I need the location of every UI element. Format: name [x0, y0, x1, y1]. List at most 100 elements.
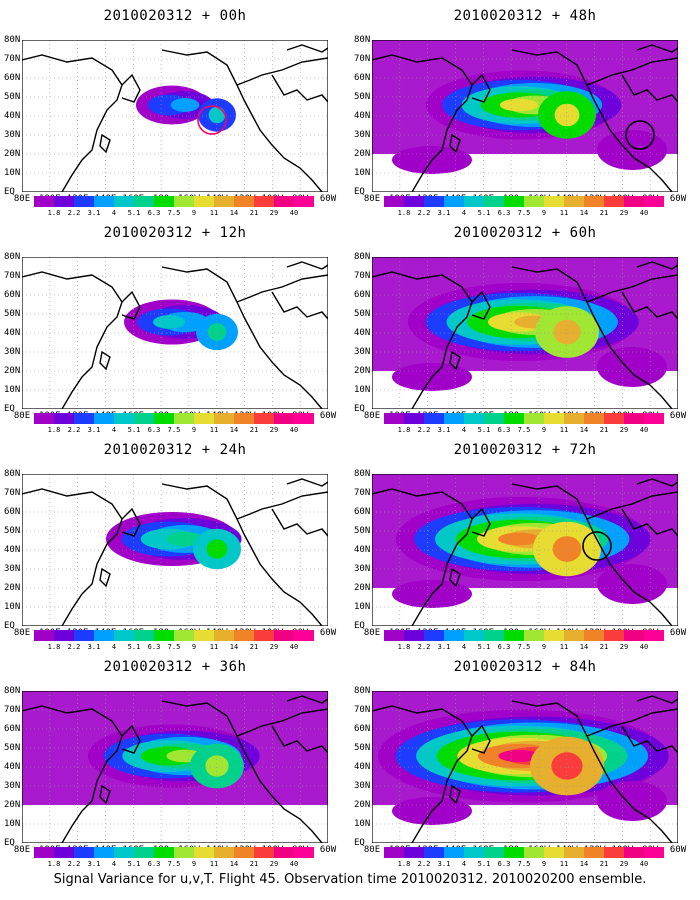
- colorbar-swatch: [154, 847, 174, 858]
- colorbar-label: 9: [541, 426, 547, 434]
- colorbar-label: 2.2: [417, 643, 431, 651]
- lon-label: 60W: [669, 845, 687, 855]
- lon-label: 60W: [319, 628, 337, 638]
- colorbar-swatch: [194, 630, 214, 641]
- lon-label: 80E: [363, 845, 381, 855]
- lon-label: 60W: [319, 194, 337, 204]
- colorbar-swatch: [214, 630, 234, 641]
- colorbar-label: 21: [599, 643, 609, 651]
- colorbar-label: 5.1: [127, 643, 141, 651]
- colorbar-swatch: [74, 413, 94, 424]
- colorbar-label: 5.1: [477, 426, 491, 434]
- colorbar-swatch: [584, 847, 604, 858]
- colorbar-label: 40: [289, 643, 299, 651]
- colorbar-swatch: [404, 413, 424, 424]
- colorbar-swatch: [524, 630, 544, 641]
- lon-label: 80E: [363, 628, 381, 638]
- lat-label: 10N: [354, 819, 371, 829]
- lat-label: 10N: [4, 819, 21, 829]
- lat-label: 60N: [4, 507, 21, 517]
- lat-label: 80N: [354, 35, 371, 45]
- colorbar-label: 29: [269, 643, 279, 651]
- colorbar-label: 7.5: [167, 209, 181, 217]
- colorbar-swatch: [114, 847, 134, 858]
- colorbar-label: 7.5: [517, 643, 531, 651]
- panel-title: 2010020312 + 84h: [453, 659, 597, 675]
- colorbar-label: 4: [461, 209, 467, 217]
- variance-map: 80N70N60N50N40N30N20N10NEQ80E100E120E140…: [354, 35, 686, 204]
- panel-title: 2010020312 + 12h: [103, 225, 247, 241]
- lat-label: EQ: [354, 404, 365, 414]
- colorbar-swatch: [254, 847, 274, 858]
- lat-label: 60N: [354, 290, 371, 300]
- lat-label: 30N: [354, 130, 371, 140]
- lat-label: 50N: [4, 743, 21, 753]
- colorbar-swatch: [384, 630, 404, 641]
- colorbar-labels: 1.8 2.2 3.1 4 5.1 6.3 7.5 9 11 14 21 29 40: [384, 426, 664, 436]
- lat-label: 30N: [354, 347, 371, 357]
- colorbar-swatch: [134, 847, 154, 858]
- colorbar-label: 2.2: [417, 209, 431, 217]
- colorbar-swatch: [154, 196, 174, 207]
- lat-label: 80N: [4, 252, 21, 262]
- colorbar-label: 9: [541, 643, 547, 651]
- colorbar-label: 9: [191, 209, 197, 217]
- lat-label: 70N: [4, 488, 21, 498]
- colorbar: [384, 413, 664, 424]
- colorbar-swatch: [484, 847, 504, 858]
- colorbar-swatch: [274, 196, 294, 207]
- colorbar-swatch: [234, 630, 254, 641]
- lat-label: 80N: [4, 35, 21, 45]
- colorbar-label: 40: [289, 426, 299, 434]
- colorbar-swatch: [154, 413, 174, 424]
- colorbar-label: 3.1: [437, 209, 451, 217]
- panel-title: 2010020312 + 72h: [453, 442, 597, 458]
- map-panel: 2010020312 + 00h 80N 70N 60N 50N 40N 30N 20N 10…: [0, 0, 350, 225]
- colorbar-label: 3.1: [437, 426, 451, 434]
- colorbar-label: 29: [619, 209, 629, 217]
- variance-map: 80N70N60N50N40N30N20N10NEQ80E100E120E140…: [4, 686, 336, 855]
- lat-label: 80N: [354, 686, 371, 696]
- colorbar-swatch: [644, 847, 664, 858]
- colorbar-label: 14: [579, 643, 589, 651]
- colorbar-swatch: [644, 196, 664, 207]
- colorbar-label: 2.2: [417, 860, 431, 868]
- lat-label: 50N: [354, 526, 371, 536]
- colorbar-swatch: [254, 196, 274, 207]
- colorbar-label: 4: [111, 643, 117, 651]
- colorbar-swatch: [34, 847, 54, 858]
- colorbar-swatch: [604, 196, 624, 207]
- lat-label: 70N: [354, 705, 371, 715]
- colorbar-label: 40: [289, 209, 299, 217]
- lat-label: 80N: [4, 686, 21, 696]
- colorbar-label: 6.3: [497, 426, 511, 434]
- colorbar-label: 40: [639, 860, 649, 868]
- colorbar-swatch: [94, 847, 114, 858]
- colorbar-label: 5.1: [477, 860, 491, 868]
- colorbar-swatch: [214, 196, 234, 207]
- colorbar-label: 14: [579, 209, 589, 217]
- colorbar-label: 4: [111, 426, 117, 434]
- lat-label: EQ: [354, 838, 365, 848]
- colorbar-label: 1.8: [397, 209, 411, 217]
- lat-label: EQ: [4, 404, 15, 414]
- lat-label: 40N: [4, 545, 21, 555]
- colorbar-label: 9: [541, 209, 547, 217]
- colorbar-swatch: [234, 413, 254, 424]
- colorbar-label: 21: [599, 209, 609, 217]
- lat-label: 50N: [354, 743, 371, 753]
- colorbar-swatch: [34, 413, 54, 424]
- lat-label: 40N: [354, 328, 371, 338]
- colorbar-swatch: [604, 630, 624, 641]
- colorbar-label: 4: [111, 860, 117, 868]
- colorbar-label: 40: [289, 860, 299, 868]
- colorbar-label: 7.5: [167, 643, 181, 651]
- colorbar: [34, 847, 314, 858]
- colorbar-swatch: [54, 413, 74, 424]
- colorbar-swatch: [464, 196, 484, 207]
- variance-map: 80N70N60N50N40N30N20N10NEQ80E100E120E140…: [4, 469, 336, 638]
- colorbar-swatch: [404, 847, 424, 858]
- colorbar-label: 2.2: [67, 426, 81, 434]
- colorbar-label: 14: [229, 643, 239, 651]
- colorbar-label: 6.3: [147, 426, 161, 434]
